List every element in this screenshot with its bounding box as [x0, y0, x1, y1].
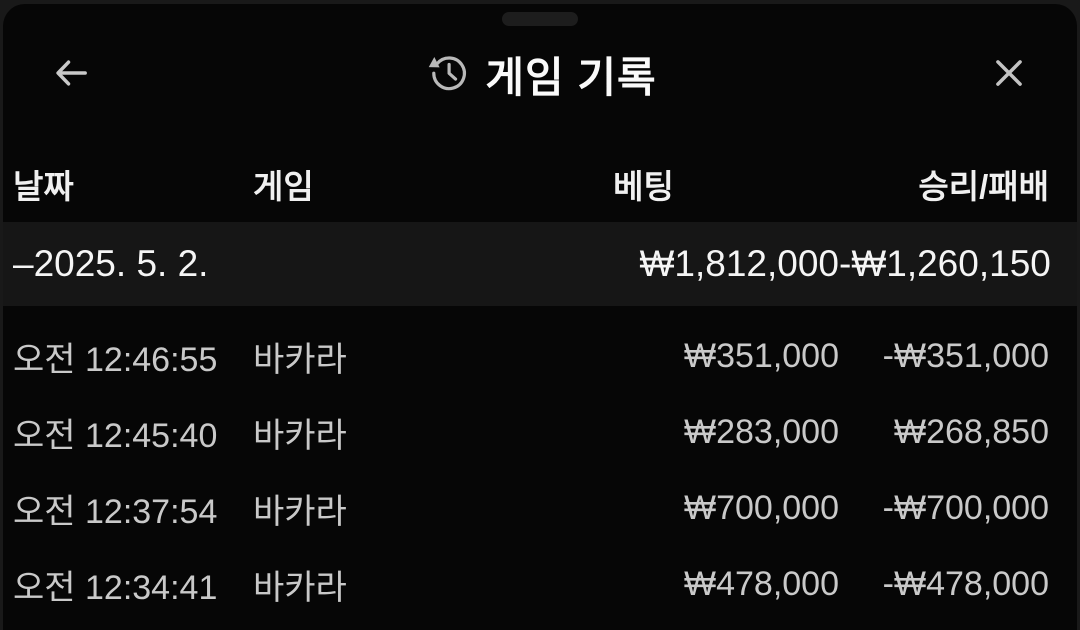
page-title: 게임 기록: [485, 53, 657, 101]
row-betting: ₩700,000: [684, 488, 839, 527]
sheet-drag-handle[interactable]: [502, 12, 578, 26]
history-clock-icon: [423, 49, 469, 100]
row-winloss: ₩268,850: [894, 412, 1049, 451]
row-time: 오전 12:34:41: [13, 568, 218, 607]
table-row[interactable]: 오전 12:37:54 바카라 ₩700,000 -₩700,000: [3, 470, 1077, 546]
bottom-sheet: 게임 기록 날짜 게임 베팅 승리/패배: [3, 4, 1077, 630]
row-winloss: -₩351,000: [882, 336, 1049, 375]
date-summary-row[interactable]: –2025. 5. 2. ₩1,812,000 -₩1,260,150: [3, 222, 1077, 306]
app-bar: 게임 기록: [3, 46, 1077, 102]
row-time: 오전 12:46:55: [13, 340, 218, 379]
back-button[interactable]: [47, 50, 95, 98]
row-time: 오전 12:45:40: [13, 416, 218, 455]
column-header-game: 게임: [253, 168, 314, 205]
summary-betting-total: ₩1,812,000: [639, 243, 839, 284]
row-game: 바카라: [253, 492, 347, 531]
title-area: 게임 기록: [95, 44, 985, 105]
row-game: 바카라: [253, 340, 347, 379]
row-game: 바카라: [253, 568, 347, 607]
row-winloss: -₩478,000: [882, 564, 1049, 603]
row-betting: ₩351,000: [684, 336, 839, 375]
table-row[interactable]: 오전 12:34:41 바카라 ₩478,000 -₩478,000: [3, 546, 1077, 622]
arrow-left-icon: [51, 53, 91, 96]
close-button[interactable]: [985, 50, 1033, 98]
summary-date: –2025. 5. 2.: [13, 243, 209, 284]
column-header-betting: 베팅: [613, 168, 674, 205]
table-row[interactable]: 오전 12:46:55 바카라 ₩351,000 -₩351,000: [3, 318, 1077, 394]
row-winloss: -₩700,000: [882, 488, 1049, 527]
table-header-row: 날짜 게임 베팅 승리/패배: [3, 160, 1077, 205]
summary-winloss-total: -₩1,260,150: [839, 243, 1051, 284]
row-time: 오전 12:37:54: [13, 492, 218, 531]
row-game: 바카라: [253, 416, 347, 455]
column-header-date: 날짜: [13, 168, 74, 205]
table-row[interactable]: 오전 12:45:40 바카라 ₩283,000 ₩268,850: [3, 394, 1077, 470]
record-list: 오전 12:46:55 바카라 ₩351,000 -₩351,000 오전 12…: [3, 318, 1077, 622]
column-header-winloss: 승리/패배: [918, 168, 1049, 205]
row-betting: ₩478,000: [684, 564, 839, 603]
row-betting: ₩283,000: [684, 412, 839, 451]
x-close-icon: [990, 54, 1028, 95]
